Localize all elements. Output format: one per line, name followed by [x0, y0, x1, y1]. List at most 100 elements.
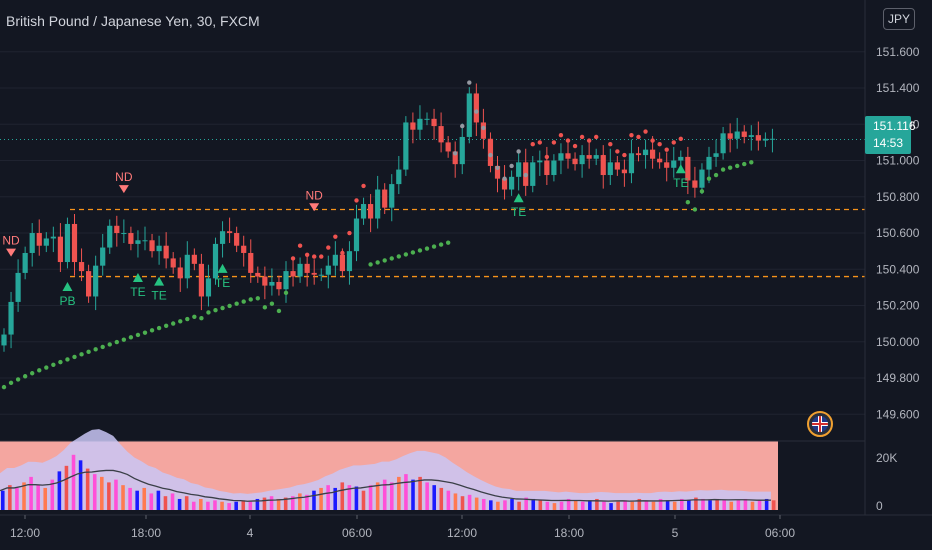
trail-dot [643, 129, 648, 134]
candle-body [664, 162, 670, 168]
uk-flag-inner [812, 416, 828, 432]
candle-body [452, 151, 458, 165]
uk-flag-icon[interactable] [807, 411, 833, 437]
volume-bar [57, 471, 62, 510]
trail-dot [100, 344, 105, 350]
candle-body [642, 149, 649, 156]
volume-bar [750, 501, 755, 510]
candle-body [459, 136, 465, 165]
trail-dot [664, 147, 669, 152]
volume-bar [382, 479, 387, 510]
last-price: 151.116 [873, 119, 916, 133]
signal-up-arrow [513, 193, 524, 203]
candle-body [177, 267, 183, 279]
trailing-stop-dots [1, 80, 754, 390]
candle-body [276, 281, 282, 290]
trail-dot [297, 243, 303, 248]
trail-dot [615, 149, 620, 154]
volume-bar [227, 503, 231, 510]
candle-body [107, 225, 113, 248]
candle-body [332, 254, 338, 266]
price-tick-label: 150.600 [876, 226, 920, 240]
trail-dot [410, 250, 416, 255]
trail-dot [699, 189, 705, 194]
candle-body [501, 178, 508, 190]
volume-bar [418, 476, 422, 510]
trail-dot [15, 377, 21, 382]
price-tick-label: 151.000 [876, 154, 920, 168]
volume-bar [658, 498, 663, 510]
trail-dot [135, 332, 141, 338]
time-axis[interactable]: 12:00 18:00 4 06:00 12:00 18:00 5 06:00 [0, 514, 932, 540]
trail-dot [431, 244, 437, 249]
candle-body [50, 236, 56, 239]
volume-bar [687, 500, 691, 510]
volume-bar [298, 493, 302, 510]
candle-body [403, 122, 409, 170]
trail-dot [382, 258, 387, 263]
trail-dot [72, 354, 77, 360]
volume-bar [630, 501, 635, 510]
oscillator-axis[interactable]: 20K 0 [876, 451, 897, 513]
trail-dot [657, 142, 662, 147]
trail-dot [283, 290, 289, 296]
signal-up-arrow [132, 272, 143, 282]
candle-body [678, 156, 684, 161]
candle-body [114, 225, 120, 234]
currency-badge[interactable]: JPY [883, 8, 915, 30]
candle-body [191, 254, 197, 264]
trail-dot [636, 134, 641, 140]
trail-dot [163, 323, 169, 328]
volume-bar [206, 501, 210, 510]
trail-dot [333, 234, 338, 239]
candle-body [635, 153, 642, 156]
trail-dot [227, 303, 232, 309]
candle-body [353, 218, 360, 252]
candle-body [43, 238, 49, 246]
chart-title: British Pound / Japanese Yen, 30, FXCM [6, 13, 260, 29]
trail-dot [156, 325, 162, 331]
trail-dot [79, 352, 84, 357]
trail-dot [375, 260, 380, 265]
signal-markers: ND ND PB TE TE TE ND TE TE [2, 164, 688, 308]
trail-dot [276, 308, 282, 314]
volume-bar [199, 498, 203, 510]
candle-body [382, 189, 388, 208]
time-tick-label: 06:00 [342, 526, 372, 540]
candle-body [219, 231, 226, 244]
oscillator-band [0, 429, 771, 510]
volume-bar [665, 500, 670, 510]
candle-body [262, 276, 268, 286]
volume-bar [595, 498, 599, 510]
trail-dot [361, 183, 366, 189]
candle-body [297, 263, 303, 277]
trail-dot [114, 339, 120, 345]
signal-down-arrow [6, 248, 17, 257]
candle-body [734, 131, 740, 139]
trail-dot [290, 256, 296, 261]
candle-body [706, 156, 712, 170]
volume-bar [213, 500, 217, 510]
signal-down-arrow [118, 185, 129, 194]
price-axis[interactable]: 151.600151.400151.200151.000150.800150.6… [864, 0, 920, 515]
signal-label: TE [151, 289, 166, 303]
candle-body [473, 93, 479, 123]
trail-dot [650, 138, 655, 143]
signal-up-arrow [62, 282, 73, 292]
volume-bar [36, 485, 40, 510]
candle-body [227, 231, 233, 234]
volume-bar [390, 482, 394, 510]
trail-dot [389, 256, 394, 261]
trail-dot [720, 167, 726, 172]
volume-bar [481, 498, 486, 510]
volume-bar [92, 474, 97, 510]
volume-bar [22, 482, 26, 510]
volume-bar [234, 501, 238, 510]
trail-dot [347, 230, 352, 236]
signal-up-arrow [675, 164, 686, 174]
candle-body [22, 252, 28, 273]
volume-bar [15, 487, 19, 510]
trail-dot [460, 123, 465, 129]
candle-body [410, 122, 416, 130]
